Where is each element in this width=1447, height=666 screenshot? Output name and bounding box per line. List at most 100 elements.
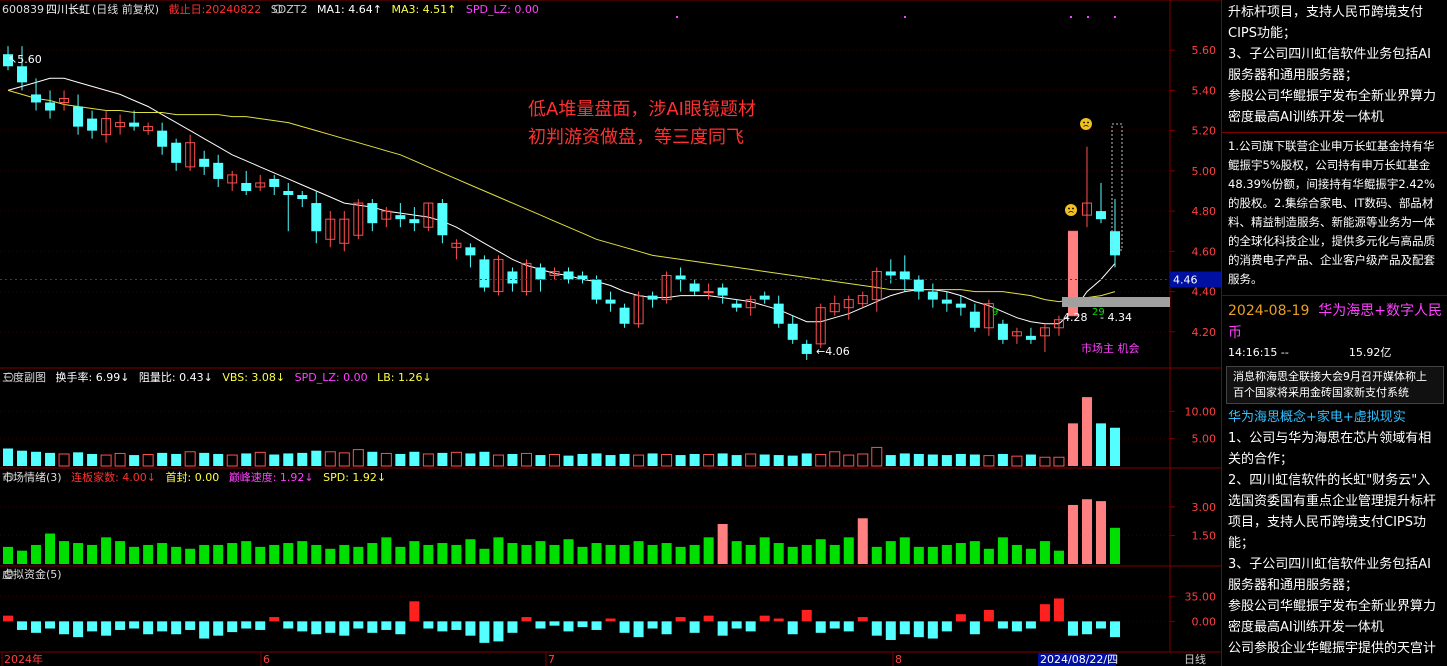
- limit-count-value: 连板家数: 4.00↓: [71, 471, 157, 484]
- candle-up: [857, 295, 868, 305]
- sub-bar: [3, 615, 13, 622]
- candle-down: [535, 267, 546, 280]
- sub-bar: [1011, 621, 1022, 632]
- info-sidebar[interactable]: 升标杆项目，支持人民币跨境支付CIPS功能； 3、子公司四川虹信软件业务包括AI服…: [1221, 0, 1447, 666]
- candle-down: [1025, 335, 1036, 340]
- sub-bar: [997, 453, 1008, 466]
- period-mode[interactable]: (日线 前复权): [92, 3, 160, 16]
- sub-bar: [703, 454, 715, 467]
- smiley-mouth: [1068, 211, 1074, 213]
- sub-bar: [773, 618, 784, 622]
- turnover-value: 换手率: 6.99↓: [55, 371, 130, 384]
- candle-up: [59, 97, 70, 103]
- sub-bar: [255, 546, 266, 564]
- range-box: [1111, 123, 1123, 251]
- sub-bar: [1067, 621, 1078, 636]
- sub-bar: [1025, 621, 1036, 629]
- current-price-box: [1170, 271, 1221, 288]
- candle-down: [199, 158, 210, 167]
- sub-bar: [927, 454, 938, 466]
- sidebar-bottom-line: 公司参股企业华鲲振宇提供的天宫计: [1228, 641, 1437, 656]
- sub-bar: [255, 621, 266, 630]
- sub-bar: [563, 455, 574, 466]
- sub-bar: [731, 455, 742, 466]
- sub-bar: [409, 601, 420, 622]
- sub-bar: [269, 454, 280, 466]
- indicator-name[interactable]: SDZT2: [270, 3, 308, 16]
- candle-up: [815, 307, 826, 345]
- candle-up: [143, 126, 154, 132]
- sub-bar: [520, 452, 532, 467]
- candle-up: [339, 218, 350, 244]
- sub-bar: [759, 454, 770, 466]
- ma3-line: [7, 89, 1116, 303]
- sub-bar: [353, 546, 364, 564]
- sub-bar: [87, 453, 98, 466]
- panel3-title[interactable]: 市场情绪(3): [2, 471, 62, 484]
- candle-up: [185, 142, 196, 168]
- panel2-title[interactable]: 三度副图: [2, 371, 46, 384]
- sub-bar: [535, 541, 546, 564]
- sub-bar: [829, 544, 840, 564]
- sub-bar: [479, 548, 490, 564]
- candle-up: [1053, 319, 1064, 329]
- sub-bar: [745, 621, 756, 632]
- sub-bar: [325, 621, 336, 633]
- sub-bar: [885, 621, 896, 640]
- sidebar-top-line: 升标杆项目，支持人民币跨境支付CIPS功能；: [1228, 5, 1424, 41]
- sub-bar: [871, 546, 882, 564]
- candle-down: [913, 279, 924, 292]
- candle-down: [605, 299, 616, 304]
- candle-up: [115, 122, 126, 128]
- sub-bar: [3, 546, 13, 564]
- sub-bar: [395, 453, 406, 466]
- signal-dot: [1087, 16, 1089, 18]
- sub-bar: [577, 546, 588, 564]
- sub-bar: [857, 453, 869, 467]
- sub-bar: [591, 543, 602, 564]
- candle-up: [871, 270, 882, 301]
- smiley-mouth: [1083, 125, 1089, 127]
- sub-bar: [45, 621, 56, 629]
- sub-bar: [548, 454, 560, 467]
- spd-value: SPD_LZ: 0.00: [465, 3, 539, 16]
- sub-bar: [437, 621, 448, 632]
- sub-bar: [591, 453, 602, 466]
- sub-bar: [1039, 456, 1051, 467]
- time-tick-label: 2024年: [4, 652, 43, 666]
- candle-down: [31, 94, 42, 103]
- sub-bar: [352, 449, 364, 467]
- sub-bar: [577, 453, 588, 466]
- sub-bar: [241, 453, 252, 466]
- spd-lz-value: SPD_LZ: 0.00: [294, 371, 368, 384]
- sub-bar: [367, 543, 378, 564]
- candle-down: [717, 287, 728, 296]
- sub-bar: [983, 455, 995, 467]
- panel4-title[interactable]: 虚拟资金(5): [2, 568, 62, 581]
- signal-dot: [1114, 16, 1116, 18]
- sub-tick-label: 3.00: [1192, 501, 1217, 514]
- candle-down: [241, 182, 252, 191]
- sub-bar: [367, 451, 378, 466]
- sub-bar: [885, 541, 896, 564]
- candle-down: [927, 291, 938, 300]
- candle-down: [787, 323, 798, 340]
- candle-down: [409, 219, 420, 224]
- concept-topics[interactable]: 华为海思概念+家电+虚拟现实: [1228, 410, 1406, 425]
- sub-bar: [493, 621, 504, 642]
- sub-bar: [1095, 621, 1106, 629]
- sub-bar: [17, 550, 28, 564]
- sub-bar: [479, 451, 490, 466]
- news-header[interactable]: 2024-08-19 华为海思+数字人民币: [1222, 300, 1447, 344]
- resist-ratio-value: 阻量比: 0.43↓: [138, 371, 213, 384]
- news-time: 14:16:15 --: [1228, 346, 1289, 359]
- candle-down: [213, 162, 224, 179]
- news-box[interactable]: 消息称海思全联接大会9月召开媒体称上百个国家将采用金砖国家新支付系统: [1226, 366, 1444, 404]
- stock-chart[interactable]: 4.20 4.40 4.60 4.80 5.00 5.20 5.40 5.60 4.46 ↖5.6…: [0, 0, 1221, 666]
- candle-down: [437, 203, 448, 236]
- sub-bar: [423, 621, 434, 629]
- vbs-value: VBS: 3.08↓: [222, 371, 286, 384]
- candle-down: [269, 178, 280, 187]
- collapse-icon: [4, 472, 14, 482]
- sidebar-bottom-line: 3、子公司四川虹信软件业务包括AI服务器和通用服务器；: [1228, 557, 1431, 593]
